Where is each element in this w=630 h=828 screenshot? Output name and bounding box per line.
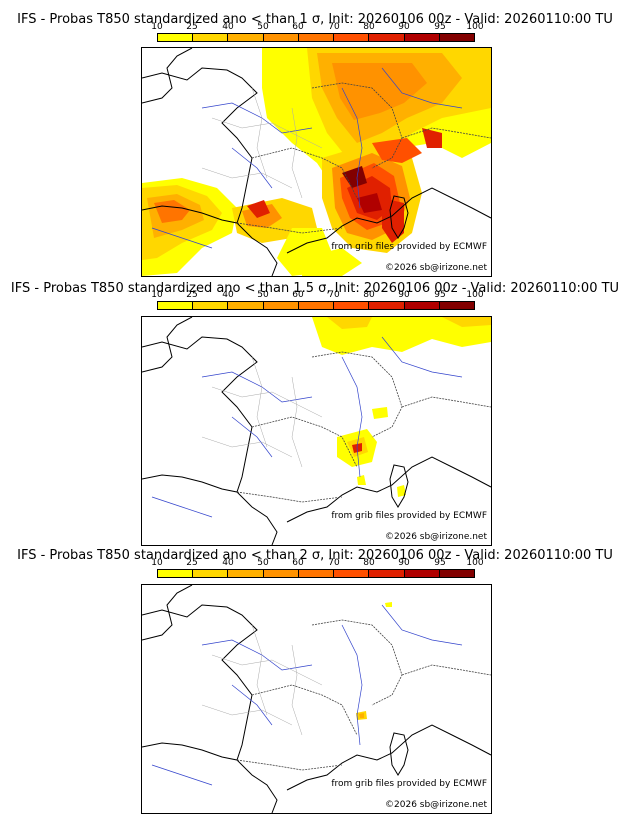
legend-tick: 10 — [151, 22, 163, 32]
region-borders — [201, 87, 323, 199]
coastline — [142, 317, 491, 545]
legend-swatch — [334, 570, 370, 577]
legend-swatch — [298, 302, 335, 309]
legend-tick: 50 — [257, 22, 269, 32]
legend-swatch — [298, 570, 335, 577]
legend-tick: 50 — [257, 290, 269, 300]
legend-tick: 70 — [328, 290, 340, 300]
rivers — [151, 604, 463, 786]
legend-colorbar — [157, 33, 475, 42]
copyright-label: ©2026 sb@irizone.net — [385, 532, 487, 542]
data-source-label: from grib files provided by ECMWF — [331, 242, 487, 252]
legend-tick: 40 — [222, 290, 234, 300]
probability-legend: 10 25 40 50 60 70 80 90 95 100 — [151, 290, 484, 312]
legend-swatch — [193, 302, 229, 309]
legend-swatch — [369, 302, 405, 309]
legend-swatch — [228, 302, 264, 309]
panel-title: IFS - Probas T850 standardized ano < tha… — [17, 12, 613, 27]
rivers — [151, 67, 463, 249]
legend-tick: 60 — [292, 558, 304, 568]
country-borders — [236, 351, 491, 503]
legend-tick: 25 — [186, 22, 198, 32]
probability-legend: 10 25 40 50 60 70 80 90 95 100 — [151, 558, 484, 580]
map-drawing — [142, 585, 491, 813]
probability-field — [142, 48, 491, 276]
legend-tick: 100 — [466, 290, 484, 300]
legend-tick: 90 — [398, 22, 410, 32]
france-probability-map: from grib files provided by ECMWF ©2026 … — [141, 316, 492, 546]
legend-tick: 40 — [222, 558, 234, 568]
legend-tick: 40 — [222, 22, 234, 32]
france-probability-map: from grib files provided by ECMWF ©2026 … — [141, 584, 492, 814]
map-drawing — [142, 317, 491, 545]
legend-tick: 10 — [151, 558, 163, 568]
country-borders — [236, 82, 491, 234]
legend-swatch — [404, 302, 440, 309]
legend-tick: 100 — [466, 558, 484, 568]
legend-swatch — [404, 570, 440, 577]
copyright-label: ©2026 sb@irizone.net — [385, 800, 487, 810]
legend-swatch — [369, 34, 405, 41]
legend-tick: 80 — [363, 558, 375, 568]
map-panel-2sigma: IFS - Probas T850 standardized ano < tha… — [0, 548, 630, 828]
legend-swatch — [158, 302, 194, 309]
data-source-label: from grib files provided by ECMWF — [331, 511, 487, 521]
legend-tick: 70 — [328, 558, 340, 568]
legend-swatch — [334, 302, 370, 309]
legend-swatch — [263, 34, 299, 41]
map-panel-1-5sigma: IFS - Probas T850 standardized ano < tha… — [0, 278, 630, 548]
legend-tick: 25 — [186, 290, 198, 300]
legend-tick: 95 — [434, 22, 446, 32]
legend-swatch — [439, 34, 474, 41]
legend-swatch — [439, 570, 474, 577]
legend-tick: 60 — [292, 290, 304, 300]
legend-tick: 90 — [398, 558, 410, 568]
legend-colorbar — [157, 301, 475, 310]
legend-swatch — [228, 570, 264, 577]
copyright-label: ©2026 sb@irizone.net — [385, 263, 487, 273]
legend-tick: 70 — [328, 22, 340, 32]
coastline — [142, 585, 491, 813]
panel-title: IFS - Probas T850 standardized ano < tha… — [17, 548, 613, 563]
legend-swatch — [439, 302, 474, 309]
probability-field — [356, 602, 392, 720]
map-drawing — [142, 48, 491, 276]
probability-field — [312, 317, 491, 497]
legend-swatch — [263, 570, 299, 577]
region-borders — [201, 624, 323, 736]
legend-tick: 95 — [434, 290, 446, 300]
legend-tick: 80 — [363, 290, 375, 300]
rivers — [151, 336, 463, 518]
legend-swatch — [369, 570, 405, 577]
probability-legend: 10 25 40 50 60 70 80 90 95 100 — [151, 22, 484, 44]
legend-tick: 50 — [257, 558, 269, 568]
legend-swatch — [193, 570, 229, 577]
legend-colorbar — [157, 569, 475, 578]
legend-swatch — [404, 34, 440, 41]
country-borders — [236, 619, 491, 771]
legend-swatch — [158, 570, 194, 577]
coastline — [142, 48, 491, 276]
region-borders — [201, 356, 323, 468]
legend-tick: 25 — [186, 558, 198, 568]
legend-tick: 90 — [398, 290, 410, 300]
legend-swatch — [298, 34, 335, 41]
legend-tick: 100 — [466, 22, 484, 32]
legend-tick: 95 — [434, 558, 446, 568]
legend-swatch — [158, 34, 194, 41]
legend-tick: 10 — [151, 290, 163, 300]
legend-swatch — [193, 34, 229, 41]
france-probability-map: from grib files provided by ECMWF ©2026 … — [141, 47, 492, 277]
data-source-label: from grib files provided by ECMWF — [331, 779, 487, 789]
legend-tick: 60 — [292, 22, 304, 32]
legend-swatch — [334, 34, 370, 41]
map-panel-1sigma: IFS - Probas T850 standardized ano < tha… — [0, 0, 630, 278]
panel-title: IFS - Probas T850 standardized ano < tha… — [10, 281, 620, 296]
legend-swatch — [263, 302, 299, 309]
legend-tick: 80 — [363, 22, 375, 32]
legend-swatch — [228, 34, 264, 41]
